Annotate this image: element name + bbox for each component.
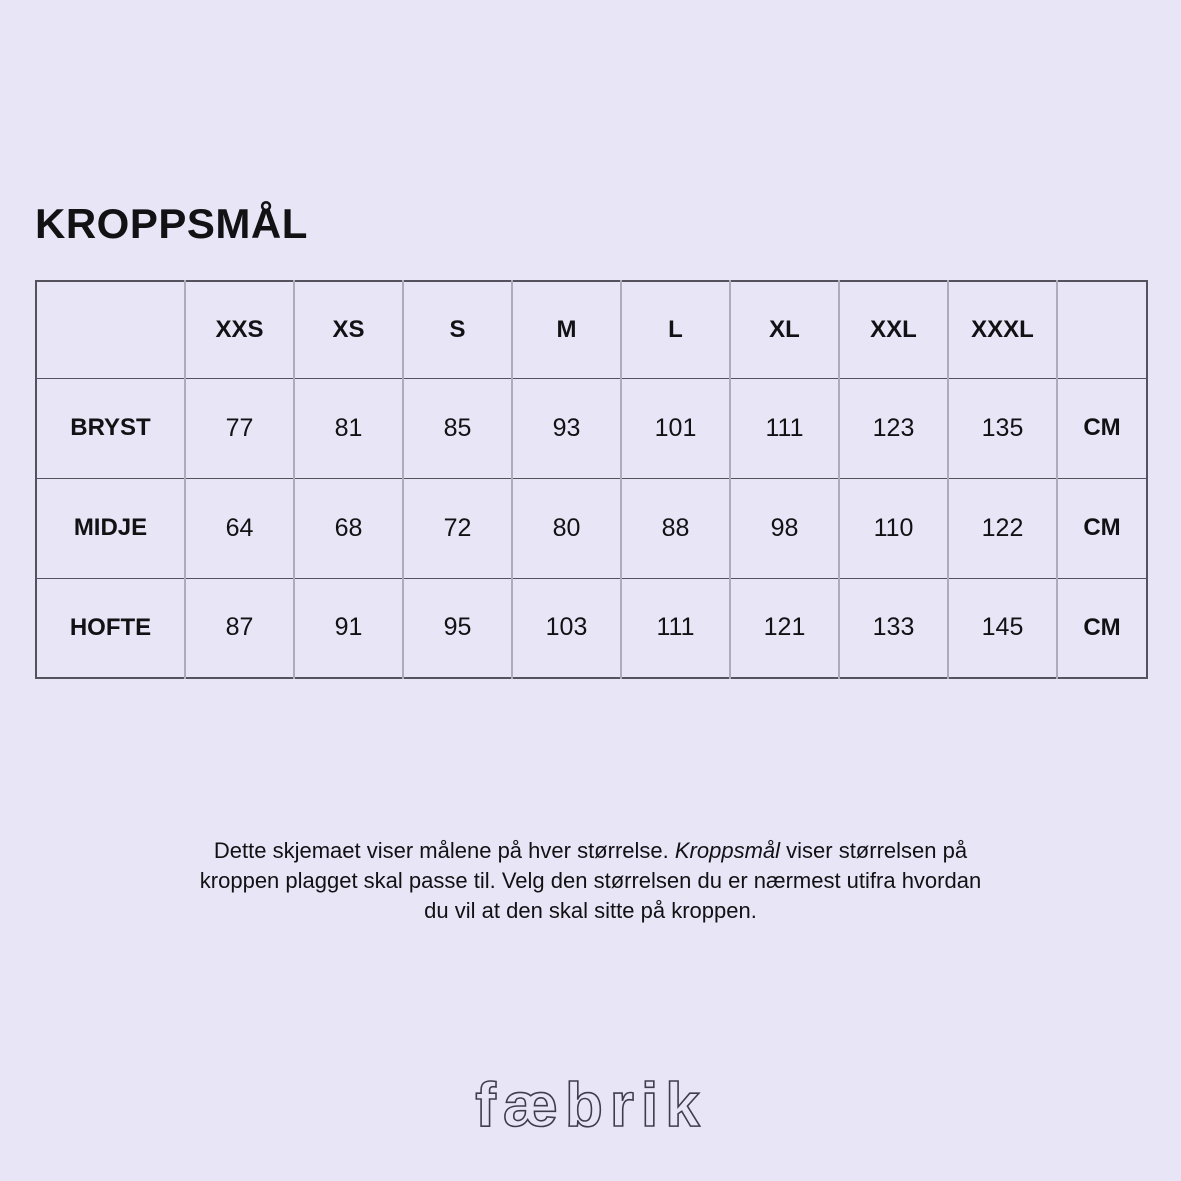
cell-value: 88 xyxy=(620,477,730,578)
description-line3: du vil at den skal sitte på kroppen. xyxy=(424,898,757,923)
cell-value: 111 xyxy=(729,377,839,478)
cell-value: 103 xyxy=(511,577,621,678)
header-cell-xxl: XXL xyxy=(838,281,948,378)
cell-value: 122 xyxy=(947,477,1057,578)
page-title: KROPPSMÅL xyxy=(35,200,308,247)
cell-value: 68 xyxy=(293,477,403,578)
table-row-midje: MIDJE 64 68 72 80 88 98 110 122 CM xyxy=(36,477,1147,578)
cell-value: 81 xyxy=(293,377,403,478)
cell-value: 145 xyxy=(947,577,1057,678)
row-label-bryst: BRYST xyxy=(36,377,185,478)
cell-value: 121 xyxy=(729,577,839,678)
row-label-hofte: HOFTE xyxy=(36,577,185,678)
table-row-hofte: HOFTE 87 91 95 103 111 121 133 145 CM xyxy=(36,577,1147,678)
cell-value: 85 xyxy=(402,377,512,478)
cell-value: 133 xyxy=(838,577,948,678)
cell-value: 123 xyxy=(838,377,948,478)
header-cell-l: L xyxy=(620,281,730,378)
header-cell-xs: XS xyxy=(293,281,403,378)
row-label-midje: MIDJE xyxy=(36,477,185,578)
cell-value: 72 xyxy=(402,477,512,578)
unit-cell: CM xyxy=(1056,577,1147,678)
table-row-bryst: BRYST 77 81 85 93 101 111 123 135 CM xyxy=(36,377,1147,478)
description-line1: Dette skjemaet viser målene på hver stør… xyxy=(213,838,968,863)
faebrik-logo-icon: fæbrik xyxy=(474,1070,706,1141)
cell-value: 98 xyxy=(729,477,839,578)
cell-value: 95 xyxy=(402,577,512,678)
cell-value: 87 xyxy=(184,577,294,678)
cell-value: 77 xyxy=(184,377,294,478)
cell-value: 64 xyxy=(184,477,294,578)
unit-cell: CM xyxy=(1056,477,1147,578)
description-paragraph: Dette skjemaet viser målene på hver stør… xyxy=(0,836,1181,926)
cell-value: 135 xyxy=(947,377,1057,478)
cell-value: 91 xyxy=(293,577,403,678)
header-cell-xxs: XXS xyxy=(184,281,294,378)
cell-value: 93 xyxy=(511,377,621,478)
header-cell-empty xyxy=(36,281,185,378)
cell-value: 80 xyxy=(511,477,621,578)
description-italic-word: Kroppsmål xyxy=(674,838,781,863)
cell-value: 101 xyxy=(620,377,730,478)
header-cell-xxxl: XXXL xyxy=(947,281,1057,378)
unit-cell: CM xyxy=(1056,377,1147,478)
header-cell-xl: XL xyxy=(729,281,839,378)
size-chart-table: XXS XS S M L XL XXL XXXL BRYST 77 81 85 … xyxy=(35,280,1148,679)
table-header-row: XXS XS S M L XL XXL XXXL xyxy=(36,281,1147,378)
header-cell-unit-empty xyxy=(1056,281,1147,378)
svg-text:fæbrik: fæbrik xyxy=(475,1071,706,1140)
header-cell-s: S xyxy=(402,281,512,378)
header-cell-m: M xyxy=(511,281,621,378)
cell-value: 111 xyxy=(620,577,730,678)
description-line2: kroppen plagget skal passe til. Velg den… xyxy=(199,868,982,893)
brand-logo: fæbrik xyxy=(0,1068,1181,1153)
cell-value: 110 xyxy=(838,477,948,578)
